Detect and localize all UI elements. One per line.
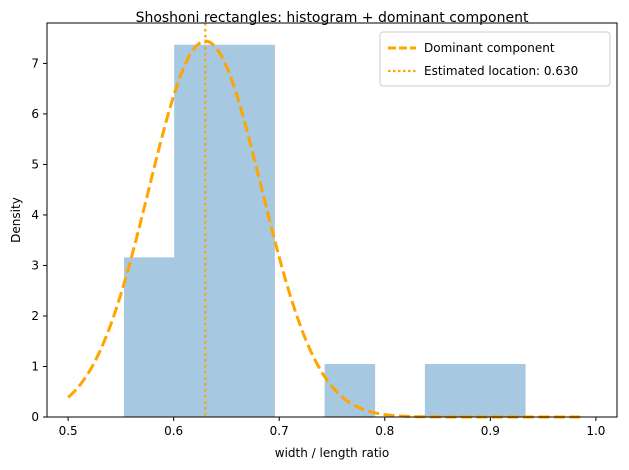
x-tick-label: 0.9: [481, 424, 500, 438]
y-tick-label: 4: [31, 208, 39, 222]
x-tick-label: 0.7: [270, 424, 289, 438]
y-tick-label: 3: [31, 258, 39, 272]
chart-title: Shoshoni rectangles: histogram + dominan…: [136, 10, 529, 26]
x-tick-label: 0.5: [59, 424, 78, 438]
x-tick-label: 0.8: [375, 424, 394, 438]
histogram-bar: [174, 44, 225, 417]
y-tick-label: 6: [31, 107, 39, 121]
histogram-bars: [124, 44, 526, 417]
histogram-bar: [475, 363, 526, 417]
x-tick-label: 1.0: [586, 424, 605, 438]
y-tick-label: 7: [31, 56, 39, 70]
histogram-bar: [324, 363, 376, 417]
plot-frame: [46, 22, 618, 418]
histogram-bar: [424, 363, 476, 417]
x-tick-label: 0.6: [164, 424, 183, 438]
legend-entry-dominant-component: Dominant component: [424, 41, 555, 55]
y-axis-label: Density: [9, 197, 23, 243]
legend: Dominant component Estimated location: 0…: [379, 31, 611, 87]
y-tick-label: 5: [31, 157, 39, 171]
histogram-bar: [224, 44, 275, 417]
y-axis-ticks: 0 1 2 3 4 5 6 7: [31, 56, 47, 424]
legend-box: [379, 31, 611, 87]
legend-entry-estimated-location: Estimated location: 0.630: [424, 64, 578, 78]
y-tick-label: 1: [31, 359, 39, 373]
x-axis-ticks: 0.5 0.6 0.7 0.8 0.9 1.0: [59, 417, 605, 438]
histogram-bar: [124, 257, 175, 417]
y-tick-label: 2: [31, 309, 39, 323]
x-axis-label: width / length ratio: [275, 446, 389, 460]
y-tick-label: 0: [31, 410, 39, 424]
